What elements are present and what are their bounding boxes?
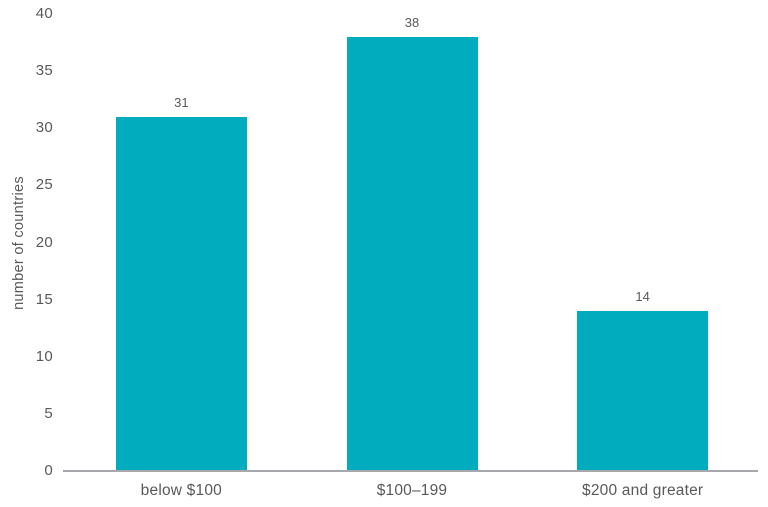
x-tick-label: $100–199 bbox=[376, 482, 448, 499]
y-tick-label: 10 bbox=[35, 347, 53, 365]
y-tick-label: 15 bbox=[35, 290, 53, 308]
bar bbox=[115, 116, 247, 471]
y-tick-label: 30 bbox=[35, 119, 53, 137]
y-tick-label: 40 bbox=[35, 5, 53, 22]
y-tick-label: 35 bbox=[35, 62, 53, 80]
x-axis-line bbox=[63, 470, 758, 472]
y-tick-label: 20 bbox=[35, 233, 53, 251]
y-tick-label: 0 bbox=[44, 462, 53, 479]
y-tick-label: 5 bbox=[44, 404, 53, 422]
x-tick-label: below $100 bbox=[140, 482, 222, 499]
bar-value-label: 38 bbox=[404, 14, 420, 30]
bar-value-label: 14 bbox=[635, 289, 650, 305]
x-tick-label: $200 and greater bbox=[582, 482, 704, 499]
bar bbox=[346, 36, 478, 471]
bar bbox=[577, 311, 709, 471]
bar-value-label: 31 bbox=[174, 94, 189, 110]
y-tick-label: 25 bbox=[35, 176, 53, 194]
